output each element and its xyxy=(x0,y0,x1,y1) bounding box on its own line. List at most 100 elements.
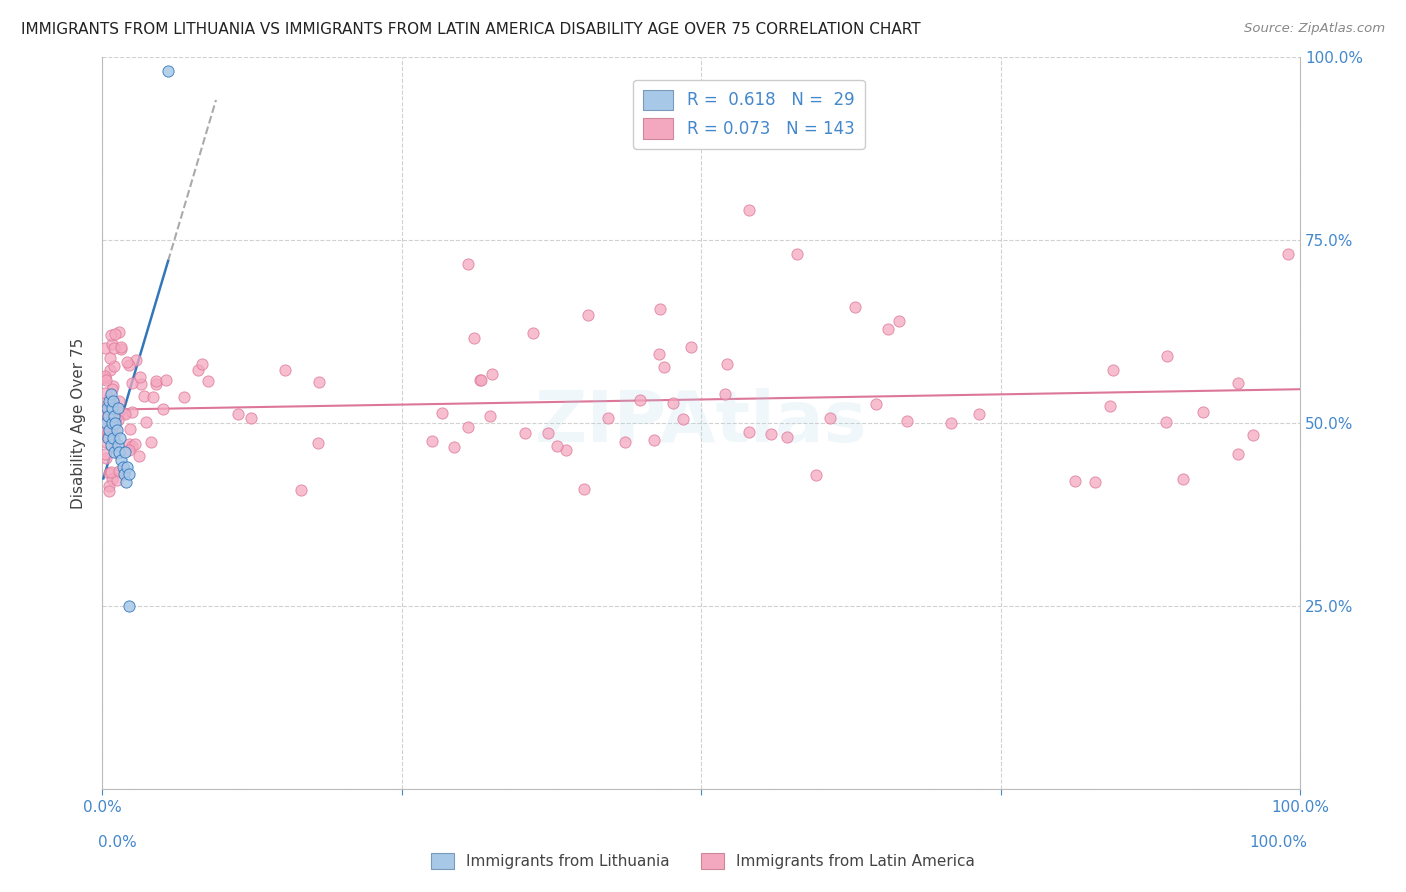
Point xyxy=(145,377,167,392)
Y-axis label: Disability Age Over 75: Disability Age Over 75 xyxy=(72,337,86,508)
Point xyxy=(108,325,131,339)
Point xyxy=(274,363,297,377)
Point xyxy=(628,393,651,408)
Point xyxy=(98,395,121,409)
Text: 0.0%: 0.0% xyxy=(98,836,138,850)
Point xyxy=(117,467,139,482)
Point xyxy=(100,393,122,408)
Point xyxy=(226,407,249,421)
Point xyxy=(103,435,125,450)
Point xyxy=(104,410,127,425)
Point xyxy=(865,397,887,411)
Point xyxy=(197,374,219,388)
Point xyxy=(187,362,209,376)
Point xyxy=(97,431,120,445)
Point xyxy=(155,373,177,387)
Point xyxy=(468,373,491,387)
Point xyxy=(97,407,120,421)
Point xyxy=(290,483,312,498)
Point xyxy=(117,599,139,613)
Point xyxy=(804,468,827,483)
Point xyxy=(103,445,125,459)
Point xyxy=(93,404,115,418)
Point xyxy=(716,357,738,371)
Point xyxy=(107,438,129,452)
Point xyxy=(650,301,672,316)
Point xyxy=(101,416,124,430)
Point xyxy=(103,431,125,445)
Point xyxy=(111,459,134,474)
Point xyxy=(121,439,143,453)
Point xyxy=(96,434,118,449)
Point xyxy=(786,247,808,261)
Point xyxy=(522,326,544,340)
Point xyxy=(652,359,675,374)
Point xyxy=(515,426,537,441)
Text: 100.0%: 100.0% xyxy=(1250,836,1308,850)
Point xyxy=(643,434,665,448)
Point xyxy=(93,405,115,419)
Point xyxy=(173,390,195,404)
Point xyxy=(1099,399,1122,413)
Point xyxy=(107,446,129,460)
Point xyxy=(100,327,122,342)
Point xyxy=(128,370,150,384)
Point xyxy=(108,431,131,445)
Point xyxy=(98,407,121,421)
Point xyxy=(117,359,139,373)
Point xyxy=(101,401,124,416)
Point xyxy=(761,426,783,441)
Point xyxy=(896,414,918,428)
Point xyxy=(94,342,117,356)
Point xyxy=(572,482,595,496)
Point xyxy=(1156,350,1178,364)
Point xyxy=(776,430,799,444)
Point xyxy=(104,439,127,453)
Point xyxy=(97,483,120,498)
Point xyxy=(112,463,135,477)
Point xyxy=(98,351,121,365)
Point xyxy=(820,410,842,425)
Point xyxy=(94,370,117,384)
Point xyxy=(614,435,637,450)
Point xyxy=(555,443,578,458)
Point xyxy=(1227,447,1250,461)
Point xyxy=(93,415,115,429)
Point xyxy=(104,422,127,436)
Point xyxy=(308,375,330,389)
Point xyxy=(129,376,152,391)
Legend: R =  0.618   N =  29, R = 0.073   N = 143: R = 0.618 N = 29, R = 0.073 N = 143 xyxy=(634,79,865,149)
Point xyxy=(93,400,115,414)
Point xyxy=(681,340,703,354)
Point xyxy=(100,438,122,452)
Point xyxy=(94,422,117,436)
Point xyxy=(1226,376,1249,391)
Point xyxy=(115,354,138,368)
Point xyxy=(94,386,117,401)
Point xyxy=(98,401,121,416)
Point xyxy=(430,406,453,420)
Point xyxy=(714,387,737,401)
Point xyxy=(457,420,479,434)
Point xyxy=(661,396,683,410)
Point xyxy=(152,402,174,417)
Point xyxy=(112,405,135,419)
Point xyxy=(114,407,136,421)
Point xyxy=(94,416,117,430)
Point xyxy=(110,452,132,467)
Point xyxy=(1241,427,1264,442)
Text: ZIPAtlas: ZIPAtlas xyxy=(534,388,868,458)
Point xyxy=(115,475,138,489)
Point xyxy=(142,390,165,404)
Point xyxy=(470,374,492,388)
Point xyxy=(101,393,124,408)
Point xyxy=(672,412,695,426)
Point xyxy=(145,374,167,388)
Point xyxy=(576,309,599,323)
Point xyxy=(103,394,125,409)
Text: IMMIGRANTS FROM LITHUANIA VS IMMIGRANTS FROM LATIN AMERICA DISABILITY AGE OVER 7: IMMIGRANTS FROM LITHUANIA VS IMMIGRANTS … xyxy=(21,22,921,37)
Point xyxy=(100,412,122,426)
Point xyxy=(1064,474,1087,488)
Point xyxy=(100,472,122,486)
Point xyxy=(98,467,121,481)
